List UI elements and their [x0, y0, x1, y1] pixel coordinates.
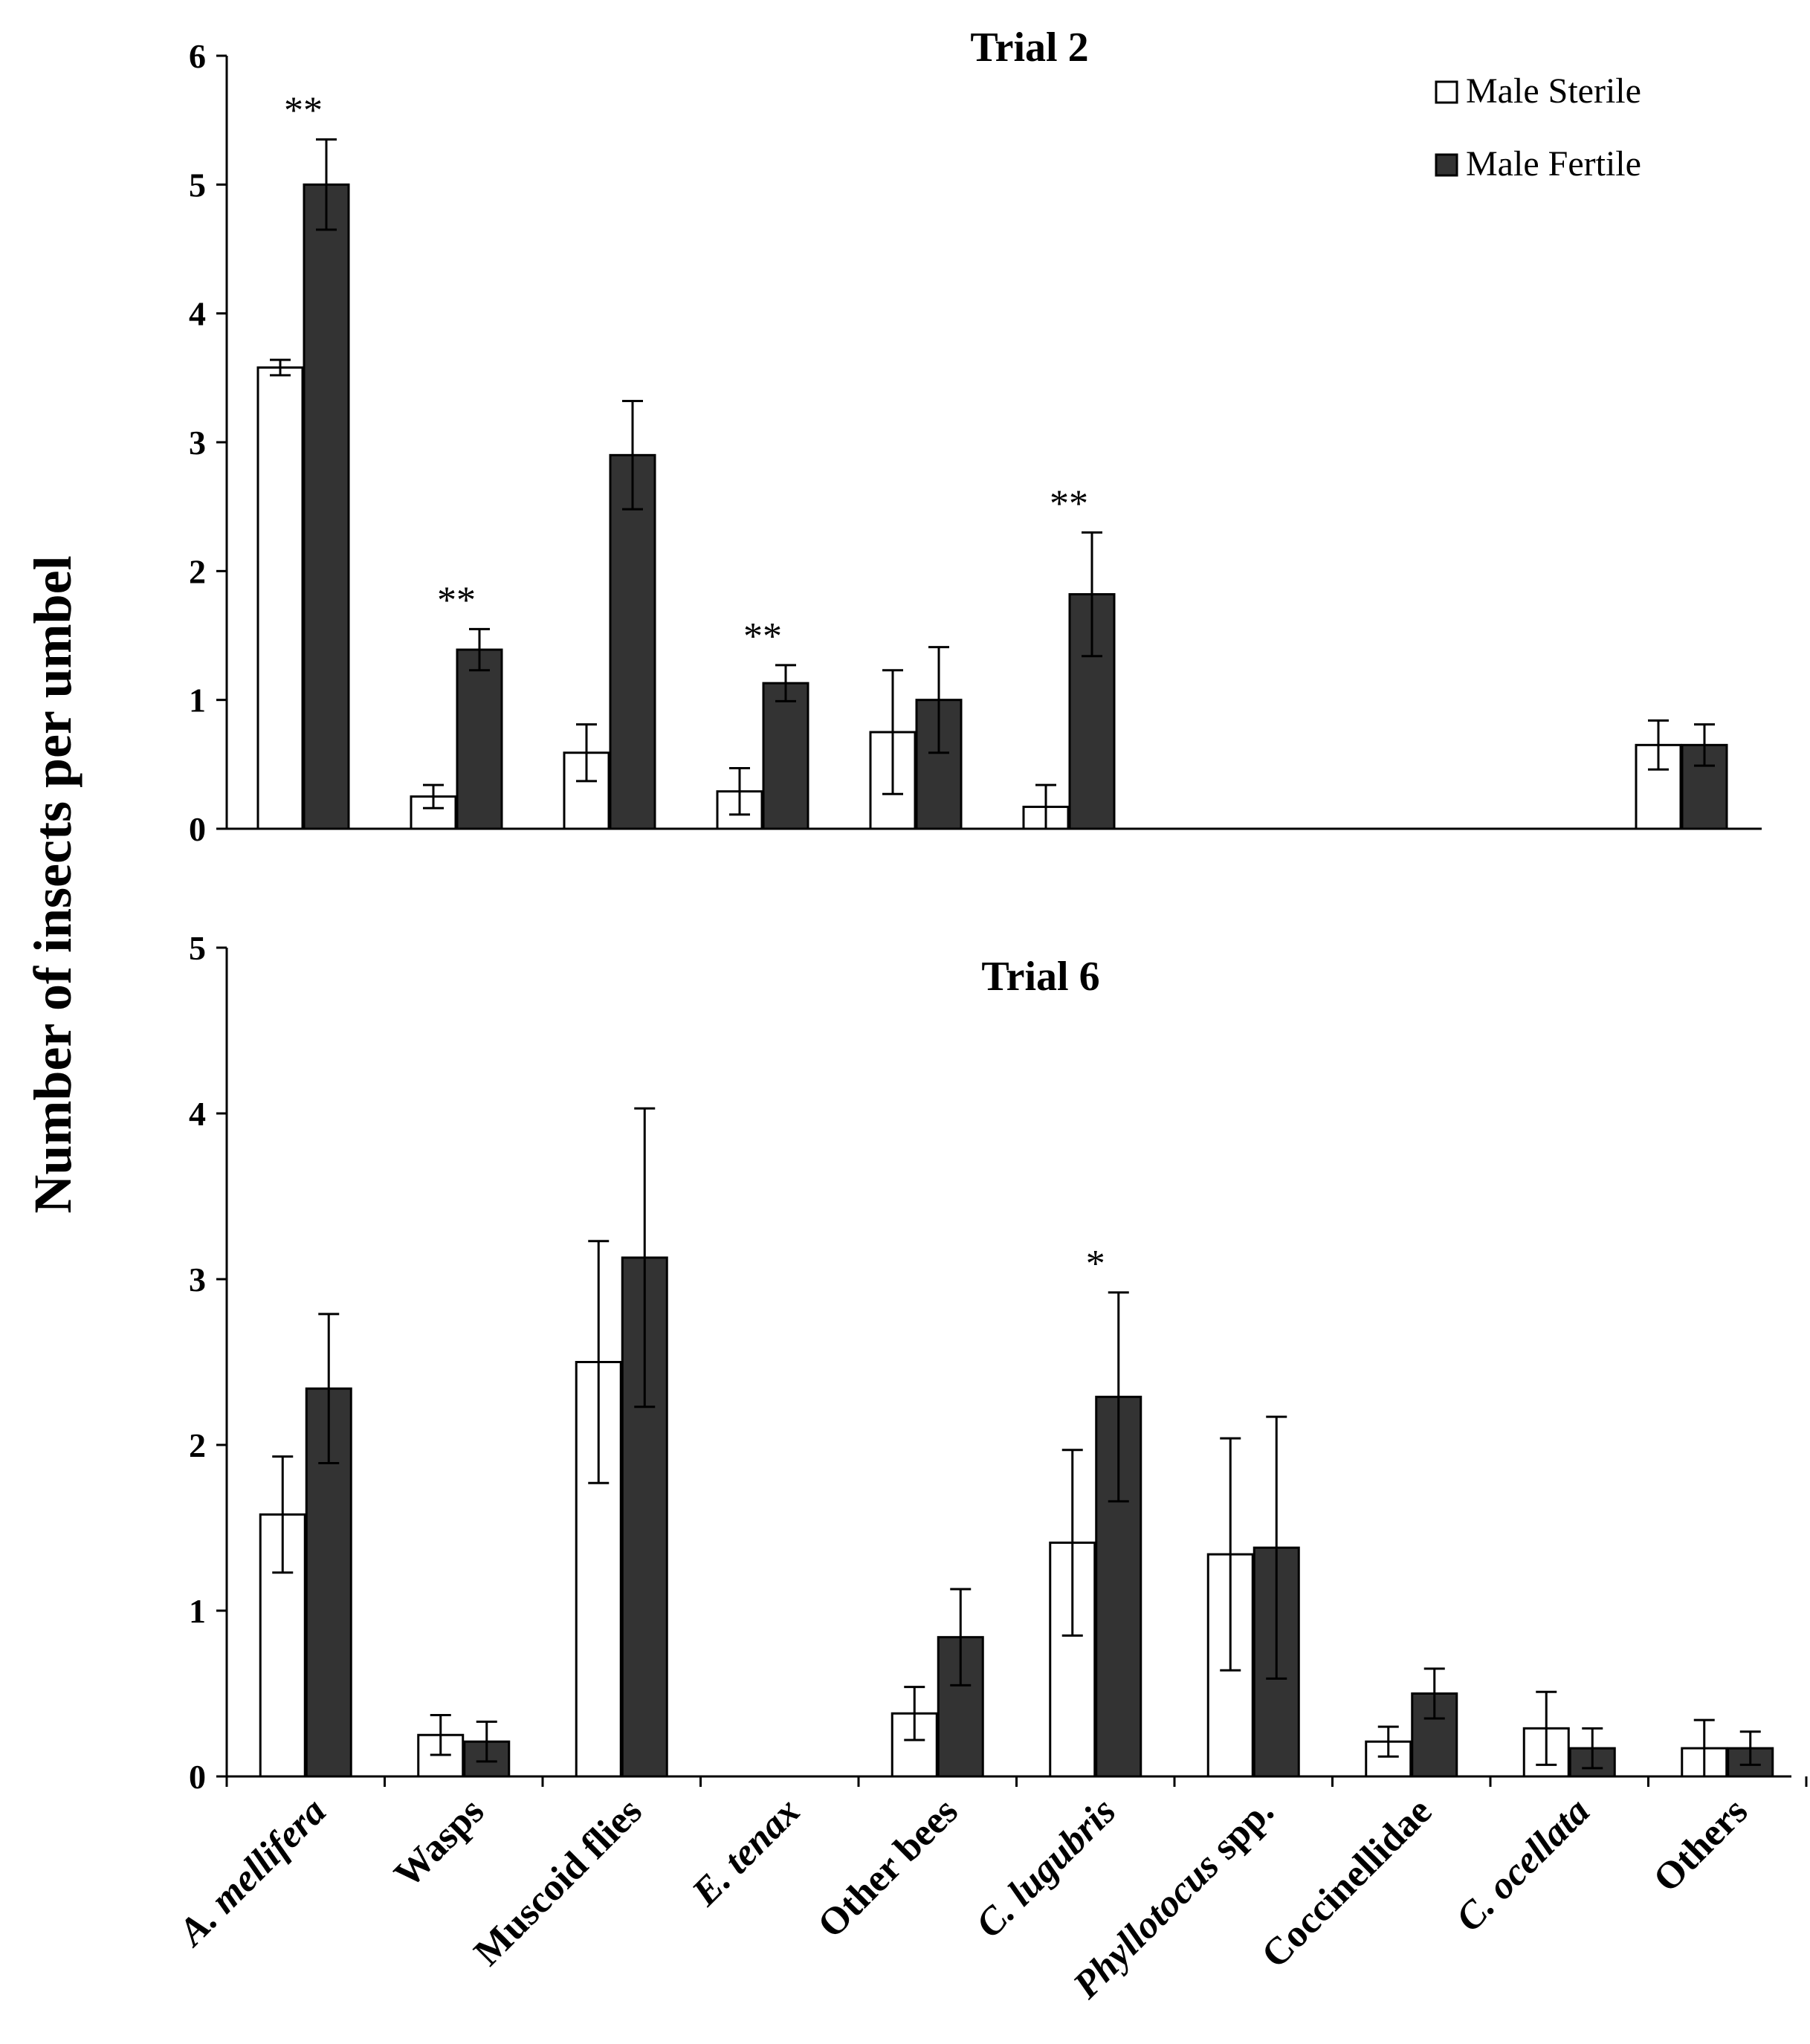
- y-tick-label: 3: [189, 424, 206, 462]
- y-tick-label: 4: [189, 295, 206, 333]
- significance-marker: **: [743, 615, 782, 658]
- significance-marker: **: [437, 579, 476, 621]
- legend-swatch-male-sterile: [1435, 80, 1458, 104]
- y-tick-label: 5: [189, 929, 206, 967]
- panel-trial-2: Trial 2 0 1 2 3 4 5 6 ** ** ** **: [189, 25, 1762, 848]
- panel-trial-6: Trial 6 0 1 2 3 4 5 *: [189, 929, 1808, 1796]
- y-tick-label: 5: [189, 166, 206, 204]
- y-tick-label: 6: [189, 37, 206, 75]
- y-tick-label: 3: [189, 1261, 206, 1298]
- significance-marker: **: [1050, 482, 1088, 525]
- chart-title: Trial 2: [970, 25, 1088, 71]
- y-axis-label: Number of insects per umbel: [23, 555, 83, 1213]
- bar-male-fertile-muscoid-flies: [609, 453, 656, 830]
- bar-male-fertile-a-mellifera: [303, 183, 350, 830]
- significance-marker: *: [1086, 1243, 1105, 1285]
- y-tick-label: 2: [189, 552, 206, 590]
- bar-male-fertile-wasps: [456, 648, 503, 830]
- legend: Male Sterile Male Fertile: [1435, 71, 1641, 184]
- y-tick-label: 0: [189, 1758, 206, 1796]
- legend-swatch-male-fertile: [1435, 153, 1458, 177]
- significance-marker: **: [284, 90, 323, 132]
- y-tick-label: 1: [189, 682, 206, 719]
- legend-label-male-fertile: Male Fertile: [1466, 144, 1641, 184]
- legend-label-male-sterile: Male Sterile: [1466, 71, 1641, 111]
- chart-title: Trial 6: [981, 954, 1099, 1000]
- y-tick-label: 2: [189, 1426, 206, 1464]
- y-tick-label: 0: [189, 810, 206, 848]
- bar-male-fertile-e-tenax: [762, 682, 809, 830]
- y-tick-label: 4: [189, 1095, 206, 1133]
- bar-male-sterile-a-mellifera: [256, 366, 304, 830]
- y-tick-label: 1: [189, 1592, 206, 1630]
- bar-male-fertile-other-bees: [915, 699, 963, 830]
